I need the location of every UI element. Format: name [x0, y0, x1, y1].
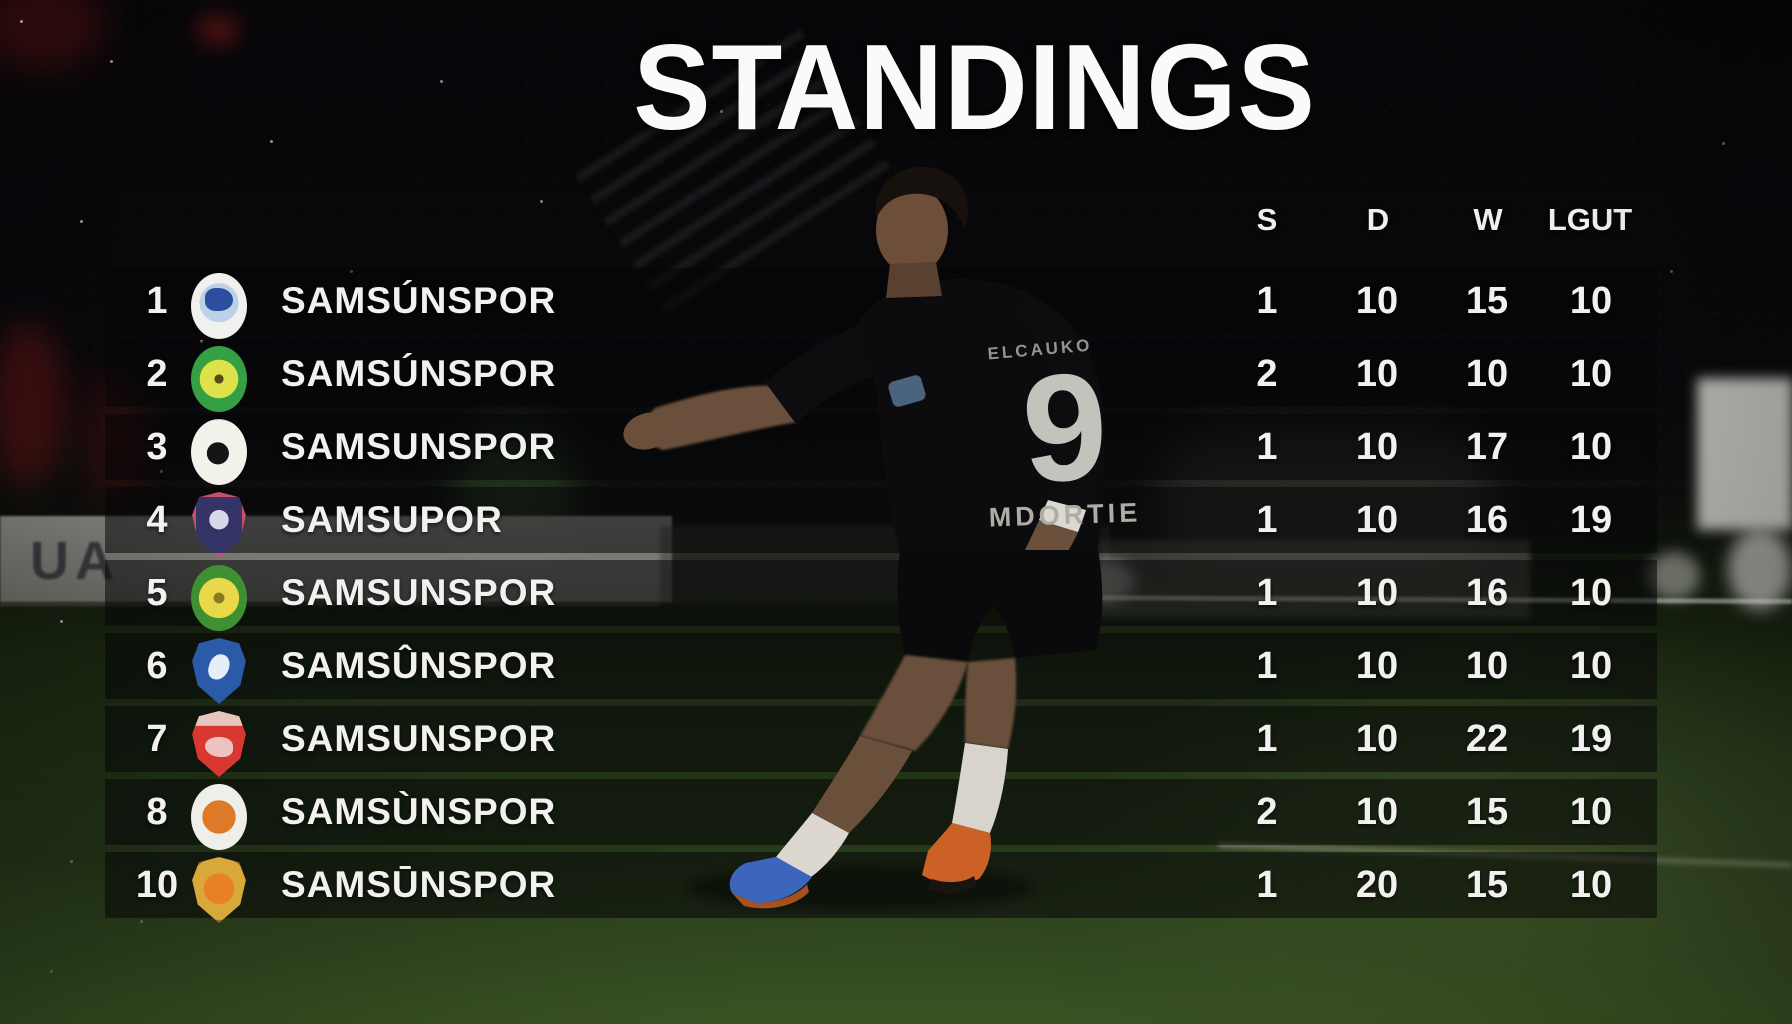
team-logo-icon: [191, 565, 247, 631]
table-row: 6 SAMSÛNSPOR 1 10 10 10: [105, 633, 1657, 704]
stat-lgut: 10: [1569, 790, 1613, 833]
stat-s: 2: [1256, 790, 1278, 833]
stat-d: 10: [1355, 498, 1399, 541]
stat-lgut: 10: [1569, 644, 1613, 687]
table-row: 4 SAMSUPOR 1 10 16 19: [105, 487, 1657, 558]
stat-lgut: 19: [1569, 717, 1613, 760]
stat-s: 1: [1256, 863, 1278, 906]
blue-boot: [729, 857, 812, 903]
stat-d: 10: [1355, 352, 1399, 395]
stat-w: 15: [1465, 863, 1509, 906]
stat-w: 15: [1465, 279, 1509, 322]
team-name: SAMSUNSPOR: [281, 572, 557, 613]
team-logo-icon: [191, 419, 247, 485]
stat-w: 16: [1465, 498, 1509, 541]
rank-cell: 5: [146, 571, 168, 614]
team-name: SAMSUPOR: [281, 499, 503, 540]
stat-d: 10: [1355, 425, 1399, 468]
rank-cell: 10: [135, 863, 179, 906]
team-logo-icon: [191, 346, 247, 412]
stat-lgut: 19: [1569, 498, 1613, 541]
stat-d: 10: [1355, 644, 1399, 687]
team-name: SAMSŪNSPOR: [281, 864, 557, 905]
table-row: 10 SAMSŪNSPOR 1 20 15 10: [105, 852, 1657, 923]
stat-lgut: 10: [1569, 571, 1613, 614]
snow-specks: [20, 20, 23, 23]
rank-cell: 6: [146, 644, 168, 687]
stat-w: 17: [1465, 425, 1509, 468]
stat-s: 1: [1256, 279, 1278, 322]
stat-w: 15: [1465, 790, 1509, 833]
stat-lgut: 10: [1569, 279, 1613, 322]
rank-cell: 7: [146, 717, 168, 760]
jersey-number: 9: [1018, 341, 1111, 515]
team-name: SAMSUNSPOR: [281, 426, 557, 467]
team-name: SAMSÚNSPOR: [281, 280, 557, 321]
stand-white-blob: [1728, 528, 1792, 610]
stat-d: 10: [1355, 279, 1399, 322]
stat-s: 1: [1256, 425, 1278, 468]
stat-lgut: 10: [1569, 863, 1613, 906]
team-logo-icon: [191, 784, 247, 850]
stat-s: 1: [1256, 717, 1278, 760]
rank-cell: 1: [146, 279, 168, 322]
board-letters: UA: [30, 531, 120, 591]
standings-title: STANDINGS: [633, 19, 1316, 155]
blurred-spectator: [0, 322, 66, 486]
stat-s: 1: [1256, 498, 1278, 541]
rank-cell: 2: [146, 352, 168, 395]
jersey-name-bottom: MDORTIE: [988, 497, 1141, 532]
rank-cell: 8: [146, 790, 168, 833]
team-name: SAMSÛNSPOR: [281, 645, 557, 686]
stat-d: 10: [1355, 717, 1399, 760]
stand-white-band: [1697, 378, 1792, 530]
stat-d: 20: [1355, 863, 1399, 906]
team-name: SAMSUNSPOR: [281, 718, 557, 759]
stat-s: 2: [1256, 352, 1278, 395]
stat-lgut: 10: [1569, 352, 1613, 395]
rank-cell: 3: [146, 425, 168, 468]
stat-lgut: 10: [1569, 425, 1613, 468]
column-header-w: W: [1473, 202, 1503, 237]
rank-cell: 4: [146, 498, 168, 541]
column-header-s: S: [1256, 202, 1278, 237]
team-name: SAMSÚNSPOR: [281, 353, 557, 394]
stat-s: 1: [1256, 644, 1278, 687]
team-logo-icon: [191, 273, 247, 339]
blurred-flag: [196, 14, 240, 46]
team-name: SAMSÙNSPOR: [281, 791, 557, 832]
sleeve-patch-icon: [888, 375, 926, 407]
column-header-d: D: [1366, 202, 1390, 237]
stat-w: 22: [1465, 717, 1509, 760]
table-row: 5 SAMSUNSPOR 1 10 16 10: [105, 560, 1657, 631]
column-header-lgut: LGUT: [1547, 202, 1633, 237]
stat-w: 16: [1465, 571, 1509, 614]
stat-w: 10: [1465, 644, 1509, 687]
player-photo: ELCAUKO 9 MDORTIE: [623, 166, 1142, 910]
stat-w: 10: [1465, 352, 1509, 395]
stat-s: 1: [1256, 571, 1278, 614]
orange-boot: [922, 823, 991, 884]
stat-d: 10: [1355, 790, 1399, 833]
stat-d: 10: [1355, 571, 1399, 614]
